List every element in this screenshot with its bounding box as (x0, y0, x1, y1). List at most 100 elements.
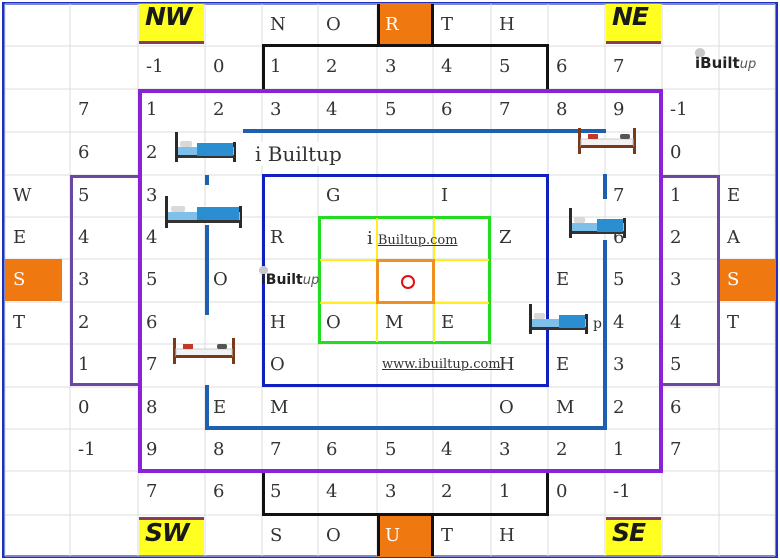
top-logo-suffix: up (739, 57, 757, 72)
grid-cell: 1 (670, 185, 682, 206)
grid-cell: 3 (78, 269, 90, 290)
grid-cell: 6 (146, 312, 158, 333)
grid-cell: 3 (670, 269, 682, 290)
grid-cell: 8 (146, 397, 158, 418)
grid-cell: 2 (556, 439, 568, 460)
brand-title: i Builtup (253, 142, 344, 166)
link-prefix: i (367, 228, 373, 249)
grid-cell: 7 (613, 56, 625, 77)
grid-cell: 5 (385, 439, 397, 460)
grid-cell: 8 (556, 99, 568, 120)
grid-cell: 6 (556, 56, 568, 77)
grid-cell: 6 (441, 99, 453, 120)
grid-cell: 7 (613, 185, 625, 206)
bed-icon (175, 132, 236, 162)
grid-cell: R (377, 4, 434, 46)
grid-cell: 7 (146, 354, 158, 375)
center-logo-suffix: up (302, 273, 320, 288)
website-link[interactable]: www.ibuiltup.com (382, 357, 501, 372)
grid-cell: 2 (326, 56, 338, 77)
builtup-link[interactable]: Builtup.com (377, 233, 458, 248)
grid-cell: A (727, 227, 740, 248)
grid-cell: 1 (613, 439, 625, 460)
grid-cell: O (326, 14, 341, 35)
grid-cell: 5 (385, 99, 397, 120)
grid-cell: O (326, 312, 341, 333)
grid-cell: S (5, 259, 62, 301)
grid-cell: H (499, 354, 515, 375)
grid-cell: 4 (146, 227, 158, 248)
top-right-logo: iBuiltup (695, 48, 757, 72)
bulb-icon (259, 266, 268, 274)
grid-cell: E (441, 312, 455, 333)
grid-cell: 2 (78, 312, 90, 333)
grid-cell: 1 (146, 99, 158, 120)
grid-cell: 6 (670, 397, 682, 418)
grid-cell: 6 (78, 142, 90, 163)
grid-cell: 9 (613, 99, 625, 120)
grid-cell: 7 (146, 481, 158, 502)
grid-cell: E (213, 397, 227, 418)
grid-cell: O (270, 354, 285, 375)
grid-cell: S (719, 259, 776, 301)
grid-cell: 2 (146, 142, 158, 163)
corner-label-nw: NW (139, 4, 204, 44)
grid-cell: 0 (78, 397, 90, 418)
grid-cell: 5 (78, 185, 90, 206)
grid-cell: 3 (146, 185, 158, 206)
grid-cell: 5 (146, 269, 158, 290)
grid-cell: 1 (499, 481, 511, 502)
grid-cell: G (326, 185, 341, 206)
grid-cell: 3 (613, 354, 625, 375)
center-logo: iBuiltup (259, 266, 320, 288)
grid-cell: E (556, 354, 570, 375)
grid-cell: O (213, 269, 228, 290)
grid-cell: 2 (213, 99, 225, 120)
grid-cell: 3 (385, 481, 397, 502)
grid-cell: 9 (146, 439, 158, 460)
grid-cell: W (13, 185, 32, 206)
center-mark-icon (401, 275, 415, 289)
grid-cell: 2 (613, 397, 625, 418)
grid-cell: 0 (213, 56, 225, 77)
bed-icon (578, 128, 636, 154)
grid-cell: U (377, 515, 434, 557)
corner-label-se: SE (606, 517, 661, 555)
grid-cell: 0 (556, 481, 568, 502)
grid-cell: 6 (213, 481, 225, 502)
center-logo-text: iBuilt (261, 272, 303, 288)
grid-cell: 1 (270, 56, 282, 77)
corner-label-sw: SW (139, 517, 204, 555)
grid-cell: 6 (326, 439, 338, 460)
grid-cell: T (441, 525, 454, 546)
grid-cell: H (270, 312, 286, 333)
bed-icon (569, 208, 626, 238)
grid-cell: E (727, 185, 741, 206)
grid-cell: Z (499, 227, 512, 248)
grid-cell: 4 (78, 227, 90, 248)
grid-cell: 6 (613, 227, 625, 248)
grid-cell: 2 (670, 227, 682, 248)
grid-cell: M (270, 397, 289, 418)
grid-cell: 4 (441, 439, 453, 460)
grid-cell: N (270, 14, 286, 35)
grid-cell: 3 (499, 439, 511, 460)
grid-cell: E (556, 269, 570, 290)
grid-cell: R (270, 227, 284, 248)
grid-cell: M (556, 397, 575, 418)
grid-cell: 1 (78, 354, 90, 375)
grid-cell: 7 (78, 99, 90, 120)
grid-cell: H (499, 14, 515, 35)
grid-cell: 3 (270, 99, 282, 120)
top-logo-text: iBuilt (695, 54, 740, 72)
grid-cell: 5 (499, 56, 511, 77)
bed-icon (165, 196, 242, 228)
corner-label-ne: NE (606, 4, 661, 44)
grid-cell: H (499, 525, 515, 546)
grid-cell: O (499, 397, 514, 418)
grid-cell: 0 (670, 142, 682, 163)
bulb-icon (695, 48, 705, 57)
grid-cell: 7 (270, 439, 282, 460)
grid-cell: T (727, 312, 740, 333)
grid-cell: 4 (441, 56, 453, 77)
